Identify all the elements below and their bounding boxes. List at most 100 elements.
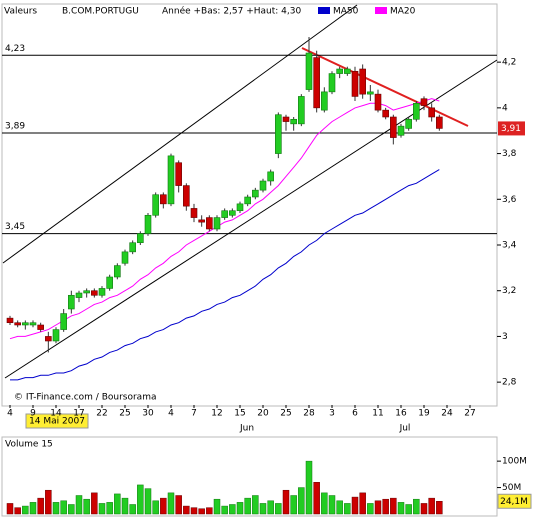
candle-body — [144, 214, 152, 234]
candle-body — [213, 217, 221, 230]
candle-body — [45, 336, 52, 342]
candle-body — [121, 251, 129, 264]
last-box — [497, 493, 532, 509]
x-tick-label: 20 — [257, 409, 269, 419]
x-tick-label: 3 — [329, 409, 335, 419]
volume-bar — [336, 500, 343, 515]
candle-body — [29, 322, 37, 326]
y-tick-label: 3,6 — [502, 195, 517, 205]
candle-body — [14, 322, 21, 326]
volume-bar — [259, 503, 267, 515]
last-label: 3,91 — [501, 124, 521, 134]
month-label: Jun — [239, 424, 254, 434]
candle-body — [436, 116, 443, 129]
candle-body — [183, 185, 190, 207]
y-tick-label: 50M — [502, 483, 521, 493]
candle-body — [229, 210, 236, 216]
volume-bar — [37, 497, 44, 515]
candle-body — [106, 276, 113, 289]
candle-body — [52, 329, 60, 342]
volume-bar — [351, 496, 359, 515]
candle-body — [259, 180, 267, 191]
x-tick-label: 9 — [30, 409, 36, 419]
candle-body — [305, 52, 313, 90]
x-tick-label: 24 — [441, 409, 453, 419]
header-label: Valeurs — [4, 7, 37, 17]
volume-bar — [129, 504, 136, 515]
volume-bar — [305, 460, 313, 515]
candle-body — [275, 114, 282, 154]
candle-body — [267, 171, 274, 182]
ma-line — [9, 98, 440, 340]
candle-body — [298, 96, 305, 125]
volume-bar — [183, 505, 190, 515]
x-tick-label: 7 — [191, 409, 197, 419]
volume-bar — [344, 503, 351, 515]
volume-bar — [137, 484, 144, 515]
x-tick-label: 19 — [418, 409, 430, 419]
volume-bar — [167, 492, 175, 515]
ma-line — [10, 169, 440, 381]
candle-body — [351, 70, 359, 97]
candle-body — [428, 107, 435, 118]
volume-bar — [290, 495, 297, 515]
volume-bar — [221, 505, 228, 515]
x-tick-label: 16 — [395, 409, 407, 419]
resistance-line — [301, 47, 469, 127]
candle-body — [321, 91, 328, 111]
volume-bar — [359, 492, 366, 515]
volume-bar — [313, 482, 320, 515]
chart-subtitle: Année +Bas: 2,57 +Haut: 4,30 — [162, 6, 301, 17]
candle-body — [282, 116, 290, 122]
volume-bar — [282, 489, 290, 515]
upper-channel — [2, 4, 358, 264]
legend-label: MA50 — [333, 7, 359, 17]
x-tick-label: 14 — [50, 409, 62, 419]
y-tick-label: 100M — [502, 457, 527, 467]
volume-bar — [175, 495, 182, 515]
x-tick-label: 4 — [7, 409, 13, 419]
y-tick-label: 4,2 — [502, 58, 516, 68]
candle-body — [129, 242, 136, 253]
volume-title: Volume 15 — [5, 440, 53, 450]
candle-body — [382, 109, 389, 118]
candle-body — [374, 93, 382, 111]
x-tick-label: 28 — [303, 409, 315, 419]
date-box — [25, 413, 89, 429]
x-tick-label: 6 — [352, 409, 358, 419]
volume-bar — [52, 502, 60, 515]
candle-body — [114, 265, 121, 278]
x-tick-label: 4 — [168, 409, 174, 419]
x-tick-label: 17 — [73, 409, 84, 419]
volume-bar — [213, 498, 221, 515]
candle-body — [22, 322, 29, 326]
volume-bar — [152, 500, 159, 515]
volume-bar — [298, 487, 305, 515]
x-tick-label: 12 — [211, 409, 222, 419]
volume-bar — [198, 508, 205, 515]
level-label: 3,45 — [5, 222, 25, 232]
last-label: 24,1M — [500, 497, 528, 507]
volume-bar — [390, 497, 397, 515]
volume-bar — [68, 504, 75, 515]
volume-bar — [190, 507, 198, 515]
volume-bar — [83, 498, 90, 515]
volume-bar — [229, 504, 236, 515]
candle-body — [83, 290, 90, 294]
level-label: 3,89 — [5, 122, 25, 132]
candle-body — [60, 313, 67, 330]
x-tick-label: 27 — [464, 409, 475, 419]
candle-body — [236, 203, 244, 212]
volume-bar — [206, 507, 213, 515]
candle-body — [37, 324, 44, 330]
last-box — [498, 121, 525, 136]
candle-body — [397, 125, 405, 136]
volume-bar — [144, 488, 152, 515]
y-tick-label: 3,2 — [502, 286, 516, 296]
candle-body — [6, 317, 14, 324]
x-tick-label: 15 — [234, 409, 245, 419]
volume-bar — [106, 502, 113, 515]
candle-body — [328, 73, 336, 93]
candle-body — [405, 118, 412, 129]
